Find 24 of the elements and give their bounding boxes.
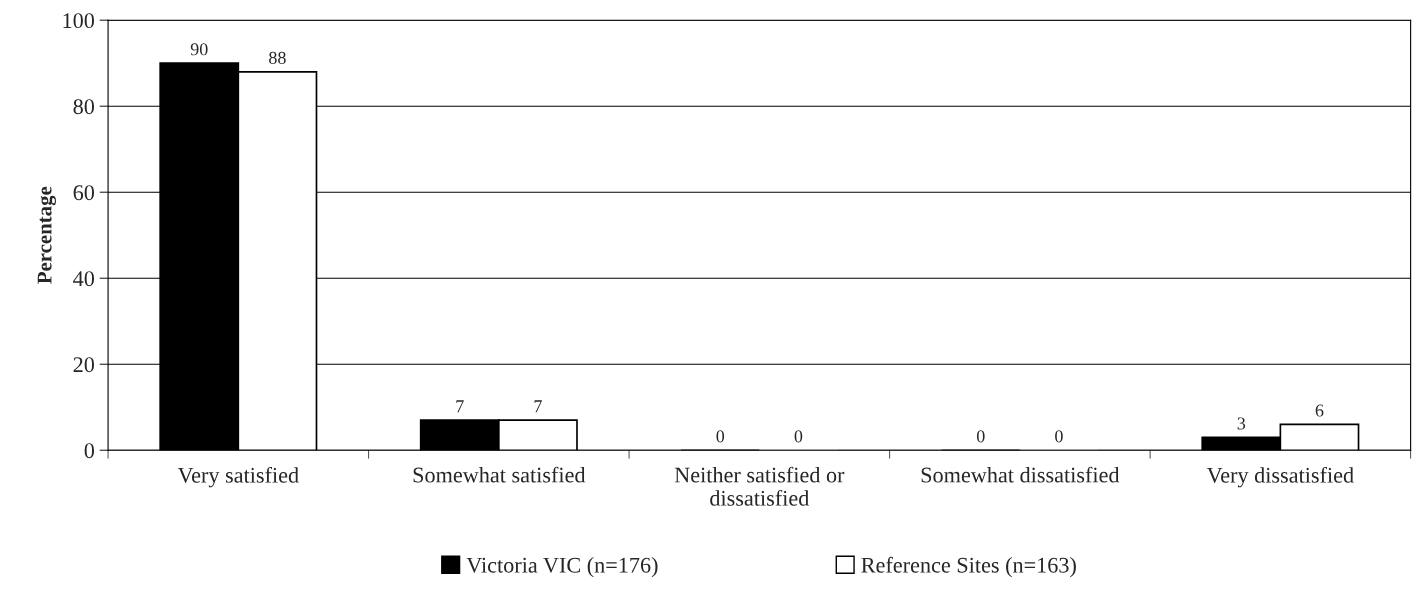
legend-label: Reference Sites (n=163) bbox=[861, 556, 1076, 578]
x-tick-label: Neither satisfied or dissatisfied bbox=[674, 466, 845, 506]
data-label: 0 bbox=[976, 430, 985, 443]
x-tick-label: Very satisfied bbox=[177, 466, 299, 488]
y-tick-label: 0 bbox=[84, 443, 95, 459]
data-label: 3 bbox=[1237, 417, 1246, 430]
legend-label: Victoria VIC (n=176) bbox=[466, 557, 658, 578]
y-tick-label: 60 bbox=[73, 185, 95, 201]
data-label: 0 bbox=[794, 430, 803, 443]
x-tick-label: Somewhat dissatisfied bbox=[921, 466, 1120, 483]
x-tick-label: Somewhat satisfied bbox=[413, 466, 586, 483]
y-tick-label: 100 bbox=[63, 13, 95, 29]
data-label: 0 bbox=[1055, 430, 1063, 443]
y-axis-title: Percentage bbox=[37, 186, 56, 284]
data-label: 90 bbox=[190, 43, 208, 56]
data-label: 7 bbox=[534, 400, 542, 413]
x-tick-label: Very dissatisfied bbox=[1206, 466, 1354, 488]
data-label: 88 bbox=[269, 51, 286, 64]
data-label: 6 bbox=[1315, 404, 1324, 417]
data-label: 0 bbox=[716, 430, 725, 443]
y-tick-label: 80 bbox=[73, 99, 95, 115]
y-tick-label: 40 bbox=[73, 271, 95, 287]
data-label: 7 bbox=[456, 400, 464, 413]
y-tick-label: 20 bbox=[73, 357, 95, 373]
